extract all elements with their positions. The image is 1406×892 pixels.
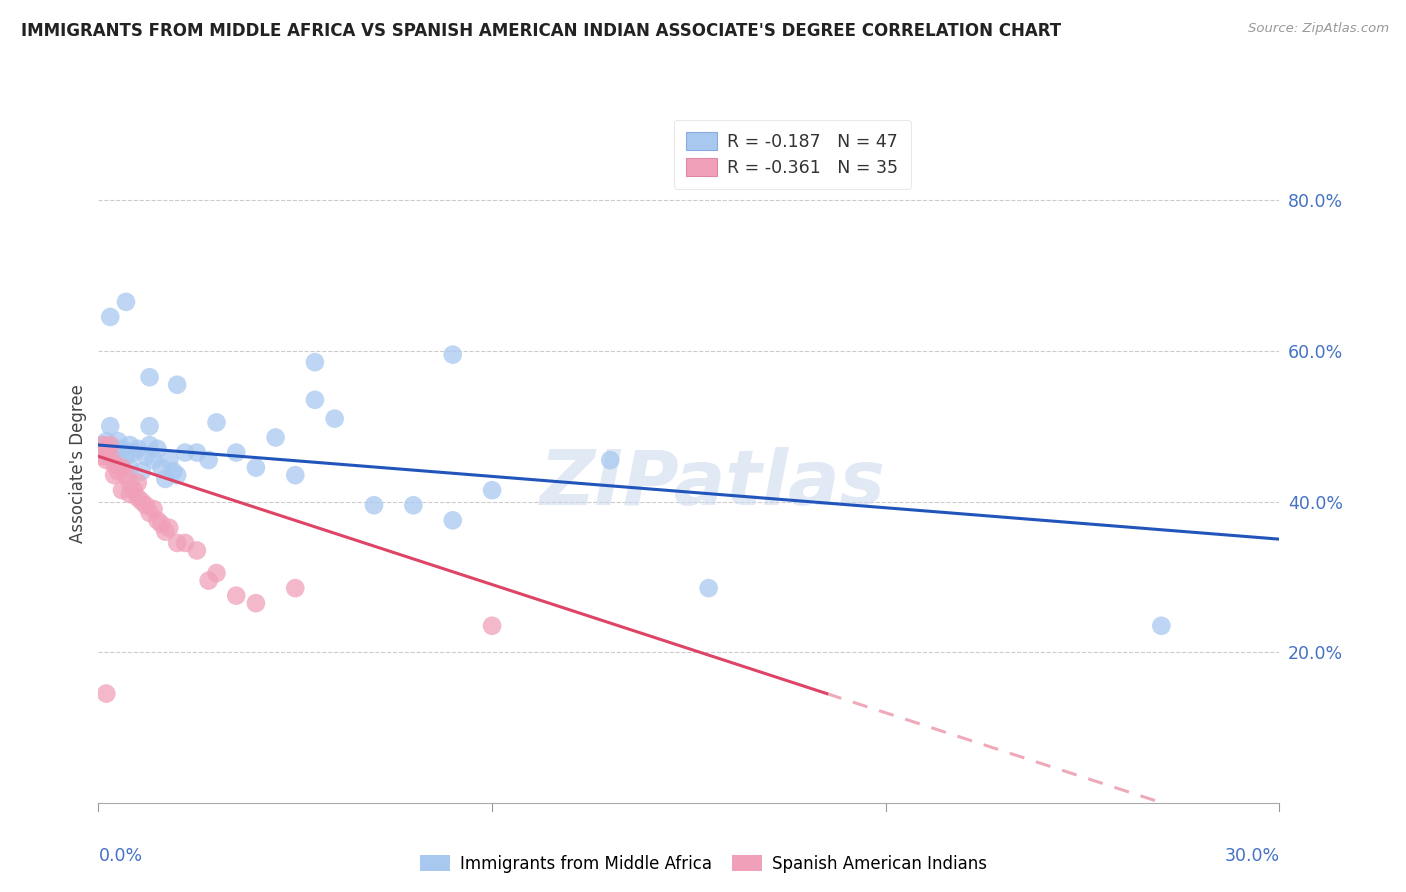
Point bbox=[138, 370, 160, 384]
Point bbox=[103, 445, 125, 459]
Point bbox=[98, 450, 121, 464]
Point bbox=[166, 536, 188, 550]
Point bbox=[115, 468, 138, 483]
Point bbox=[96, 434, 118, 449]
Point bbox=[122, 483, 145, 498]
Point bbox=[363, 498, 385, 512]
Point bbox=[142, 502, 165, 516]
Point bbox=[135, 450, 157, 464]
Point bbox=[138, 419, 160, 434]
Point bbox=[98, 310, 121, 324]
Point bbox=[98, 442, 121, 456]
Point bbox=[186, 445, 208, 459]
Legend: R = -0.187   N = 47, R = -0.361   N = 35: R = -0.187 N = 47, R = -0.361 N = 35 bbox=[673, 120, 911, 189]
Point bbox=[96, 442, 118, 456]
Point bbox=[284, 581, 307, 595]
Point bbox=[245, 596, 267, 610]
Point bbox=[157, 521, 180, 535]
Point bbox=[155, 524, 177, 539]
Point bbox=[118, 475, 141, 490]
Point bbox=[225, 589, 247, 603]
Point bbox=[107, 453, 129, 467]
Legend: Immigrants from Middle Africa, Spanish American Indians: Immigrants from Middle Africa, Spanish A… bbox=[413, 848, 993, 880]
Point bbox=[103, 457, 125, 471]
Point bbox=[157, 453, 180, 467]
Text: 0.0%: 0.0% bbox=[98, 847, 142, 865]
Point bbox=[96, 453, 118, 467]
Point bbox=[107, 434, 129, 449]
Point bbox=[111, 483, 134, 498]
Point bbox=[174, 536, 197, 550]
Point bbox=[150, 517, 173, 532]
Point bbox=[146, 442, 169, 456]
Point bbox=[131, 494, 153, 508]
Point bbox=[142, 453, 165, 467]
Point bbox=[245, 460, 267, 475]
Point bbox=[91, 450, 114, 464]
Point bbox=[122, 445, 145, 459]
Point bbox=[284, 468, 307, 483]
Point bbox=[174, 445, 197, 459]
Point bbox=[441, 513, 464, 527]
Point bbox=[481, 619, 503, 633]
Point bbox=[103, 468, 125, 483]
Point bbox=[481, 483, 503, 498]
Point bbox=[107, 464, 129, 478]
Y-axis label: Associate's Degree: Associate's Degree bbox=[69, 384, 87, 543]
Point bbox=[599, 453, 621, 467]
Point bbox=[127, 442, 149, 456]
Point bbox=[1150, 619, 1173, 633]
Point bbox=[111, 442, 134, 456]
Point bbox=[118, 460, 141, 475]
Point bbox=[135, 498, 157, 512]
Point bbox=[115, 294, 138, 309]
Point bbox=[304, 392, 326, 407]
Point bbox=[115, 450, 138, 464]
Text: ZIPatlas: ZIPatlas bbox=[540, 447, 886, 521]
Point bbox=[111, 460, 134, 475]
Point bbox=[155, 472, 177, 486]
Point bbox=[186, 543, 208, 558]
Point bbox=[323, 411, 346, 425]
Point bbox=[127, 475, 149, 490]
Point bbox=[304, 355, 326, 369]
Point bbox=[205, 566, 228, 580]
Point bbox=[98, 419, 121, 434]
Point bbox=[197, 453, 219, 467]
Point bbox=[150, 460, 173, 475]
Point bbox=[146, 513, 169, 527]
Point bbox=[197, 574, 219, 588]
Point bbox=[225, 445, 247, 459]
Point bbox=[697, 581, 720, 595]
Point bbox=[166, 377, 188, 392]
Point bbox=[91, 438, 114, 452]
Point bbox=[131, 464, 153, 478]
Point bbox=[138, 438, 160, 452]
Point bbox=[402, 498, 425, 512]
Text: 30.0%: 30.0% bbox=[1225, 847, 1279, 865]
Text: Source: ZipAtlas.com: Source: ZipAtlas.com bbox=[1249, 22, 1389, 36]
Point bbox=[91, 438, 114, 452]
Point bbox=[441, 348, 464, 362]
Point bbox=[162, 464, 184, 478]
Point bbox=[98, 438, 121, 452]
Point bbox=[264, 430, 287, 444]
Point bbox=[96, 687, 118, 701]
Point bbox=[166, 468, 188, 483]
Point bbox=[205, 416, 228, 430]
Point bbox=[118, 487, 141, 501]
Text: IMMIGRANTS FROM MIDDLE AFRICA VS SPANISH AMERICAN INDIAN ASSOCIATE'S DEGREE CORR: IMMIGRANTS FROM MIDDLE AFRICA VS SPANISH… bbox=[21, 22, 1062, 40]
Point bbox=[138, 506, 160, 520]
Point bbox=[127, 491, 149, 505]
Point bbox=[118, 438, 141, 452]
